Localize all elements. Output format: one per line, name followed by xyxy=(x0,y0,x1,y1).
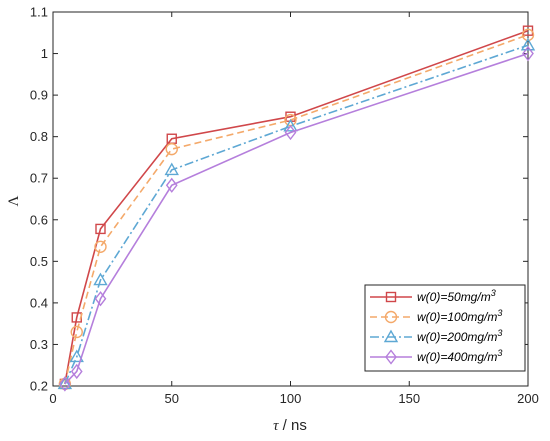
data-point xyxy=(69,349,84,363)
data-point xyxy=(93,272,108,286)
legend-label-superscript: 3 xyxy=(491,288,496,298)
series-line xyxy=(64,29,529,385)
legend-entry-1: w(0)=50mg/m3 xyxy=(370,288,496,304)
y-tick-label: 0.6 xyxy=(30,212,48,227)
x-tick-label: 0 xyxy=(49,391,56,406)
y-tick-label: 0.9 xyxy=(30,88,48,103)
legend-label-text: w(0)=400mg/m xyxy=(417,350,497,364)
y-tick-label: 0.7 xyxy=(30,171,48,186)
y-tick-label: 1 xyxy=(41,46,48,61)
legend-marker xyxy=(385,291,397,303)
legend-entry-4: w(0)=400mg/m3 xyxy=(370,348,502,365)
legend-marker xyxy=(383,329,399,343)
data-point xyxy=(70,363,83,380)
data-point xyxy=(283,118,298,132)
y-tick-label: 1.1 xyxy=(30,5,48,20)
series-2 xyxy=(58,28,535,391)
axis-ticks: 0 50 100 150 200 0.2 0.3 0.4 0.5 0.6 0.7 0.8 0.9 1 1.1 xyxy=(30,5,539,407)
y-tick-label: 0.8 xyxy=(30,129,48,144)
data-point xyxy=(94,291,107,307)
legend-label: w(0)=200mg/m3 xyxy=(417,328,502,344)
legend-label-superscript: 3 xyxy=(497,328,502,338)
y-tick-label: 0.5 xyxy=(30,254,48,269)
x-tick-label: 100 xyxy=(280,391,302,406)
data-point xyxy=(57,376,73,390)
x-axis-symbol: τ xyxy=(273,418,279,434)
y-axis-label: Λ xyxy=(6,195,22,206)
legend-label-superscript: 3 xyxy=(497,348,502,358)
legend: w(0)=50mg/m3w(0)=100mg/m3w(0)=200mg/m3w(… xyxy=(364,284,526,372)
data-point xyxy=(58,376,71,392)
legend-label-text: w(0)=200mg/m xyxy=(417,330,497,344)
x-tick-label: 150 xyxy=(398,391,420,406)
data-point xyxy=(520,37,536,51)
series-4 xyxy=(58,45,534,392)
legend-marker xyxy=(385,349,397,365)
data-point xyxy=(164,162,179,176)
y-tick-label: 0.4 xyxy=(30,295,48,310)
data-point xyxy=(522,45,534,62)
series-line xyxy=(64,52,529,385)
legend-entry-3: w(0)=200mg/m3 xyxy=(370,328,502,344)
y-tick-label: 0.2 xyxy=(30,379,48,394)
series-layer xyxy=(57,25,536,392)
x-tick-label: 50 xyxy=(165,391,179,406)
data-point xyxy=(94,240,107,253)
legend-label-text: w(0)=100mg/m xyxy=(417,310,497,324)
x-axis-unit: / ns xyxy=(279,417,307,434)
legend-entry-2: w(0)=100mg/m3 xyxy=(370,308,502,324)
data-point xyxy=(165,177,178,193)
data-point xyxy=(70,325,83,339)
x-tick-label: 200 xyxy=(517,391,539,406)
series-3 xyxy=(57,37,536,390)
legend-label: w(0)=100mg/m3 xyxy=(417,308,502,324)
legend-label-text: w(0)=50mg/m xyxy=(417,290,491,304)
y-tick-label: 0.3 xyxy=(30,337,48,352)
data-point xyxy=(95,223,106,235)
legend-label: w(0)=400mg/m3 xyxy=(417,348,502,364)
legend-marker xyxy=(384,310,398,324)
x-axis-label: τ / ns xyxy=(273,417,307,434)
series-line xyxy=(64,34,529,385)
data-point xyxy=(284,124,297,141)
data-point xyxy=(165,142,178,156)
legend-label-superscript: 3 xyxy=(497,308,502,318)
legend-label: w(0)=50mg/m3 xyxy=(417,288,496,304)
